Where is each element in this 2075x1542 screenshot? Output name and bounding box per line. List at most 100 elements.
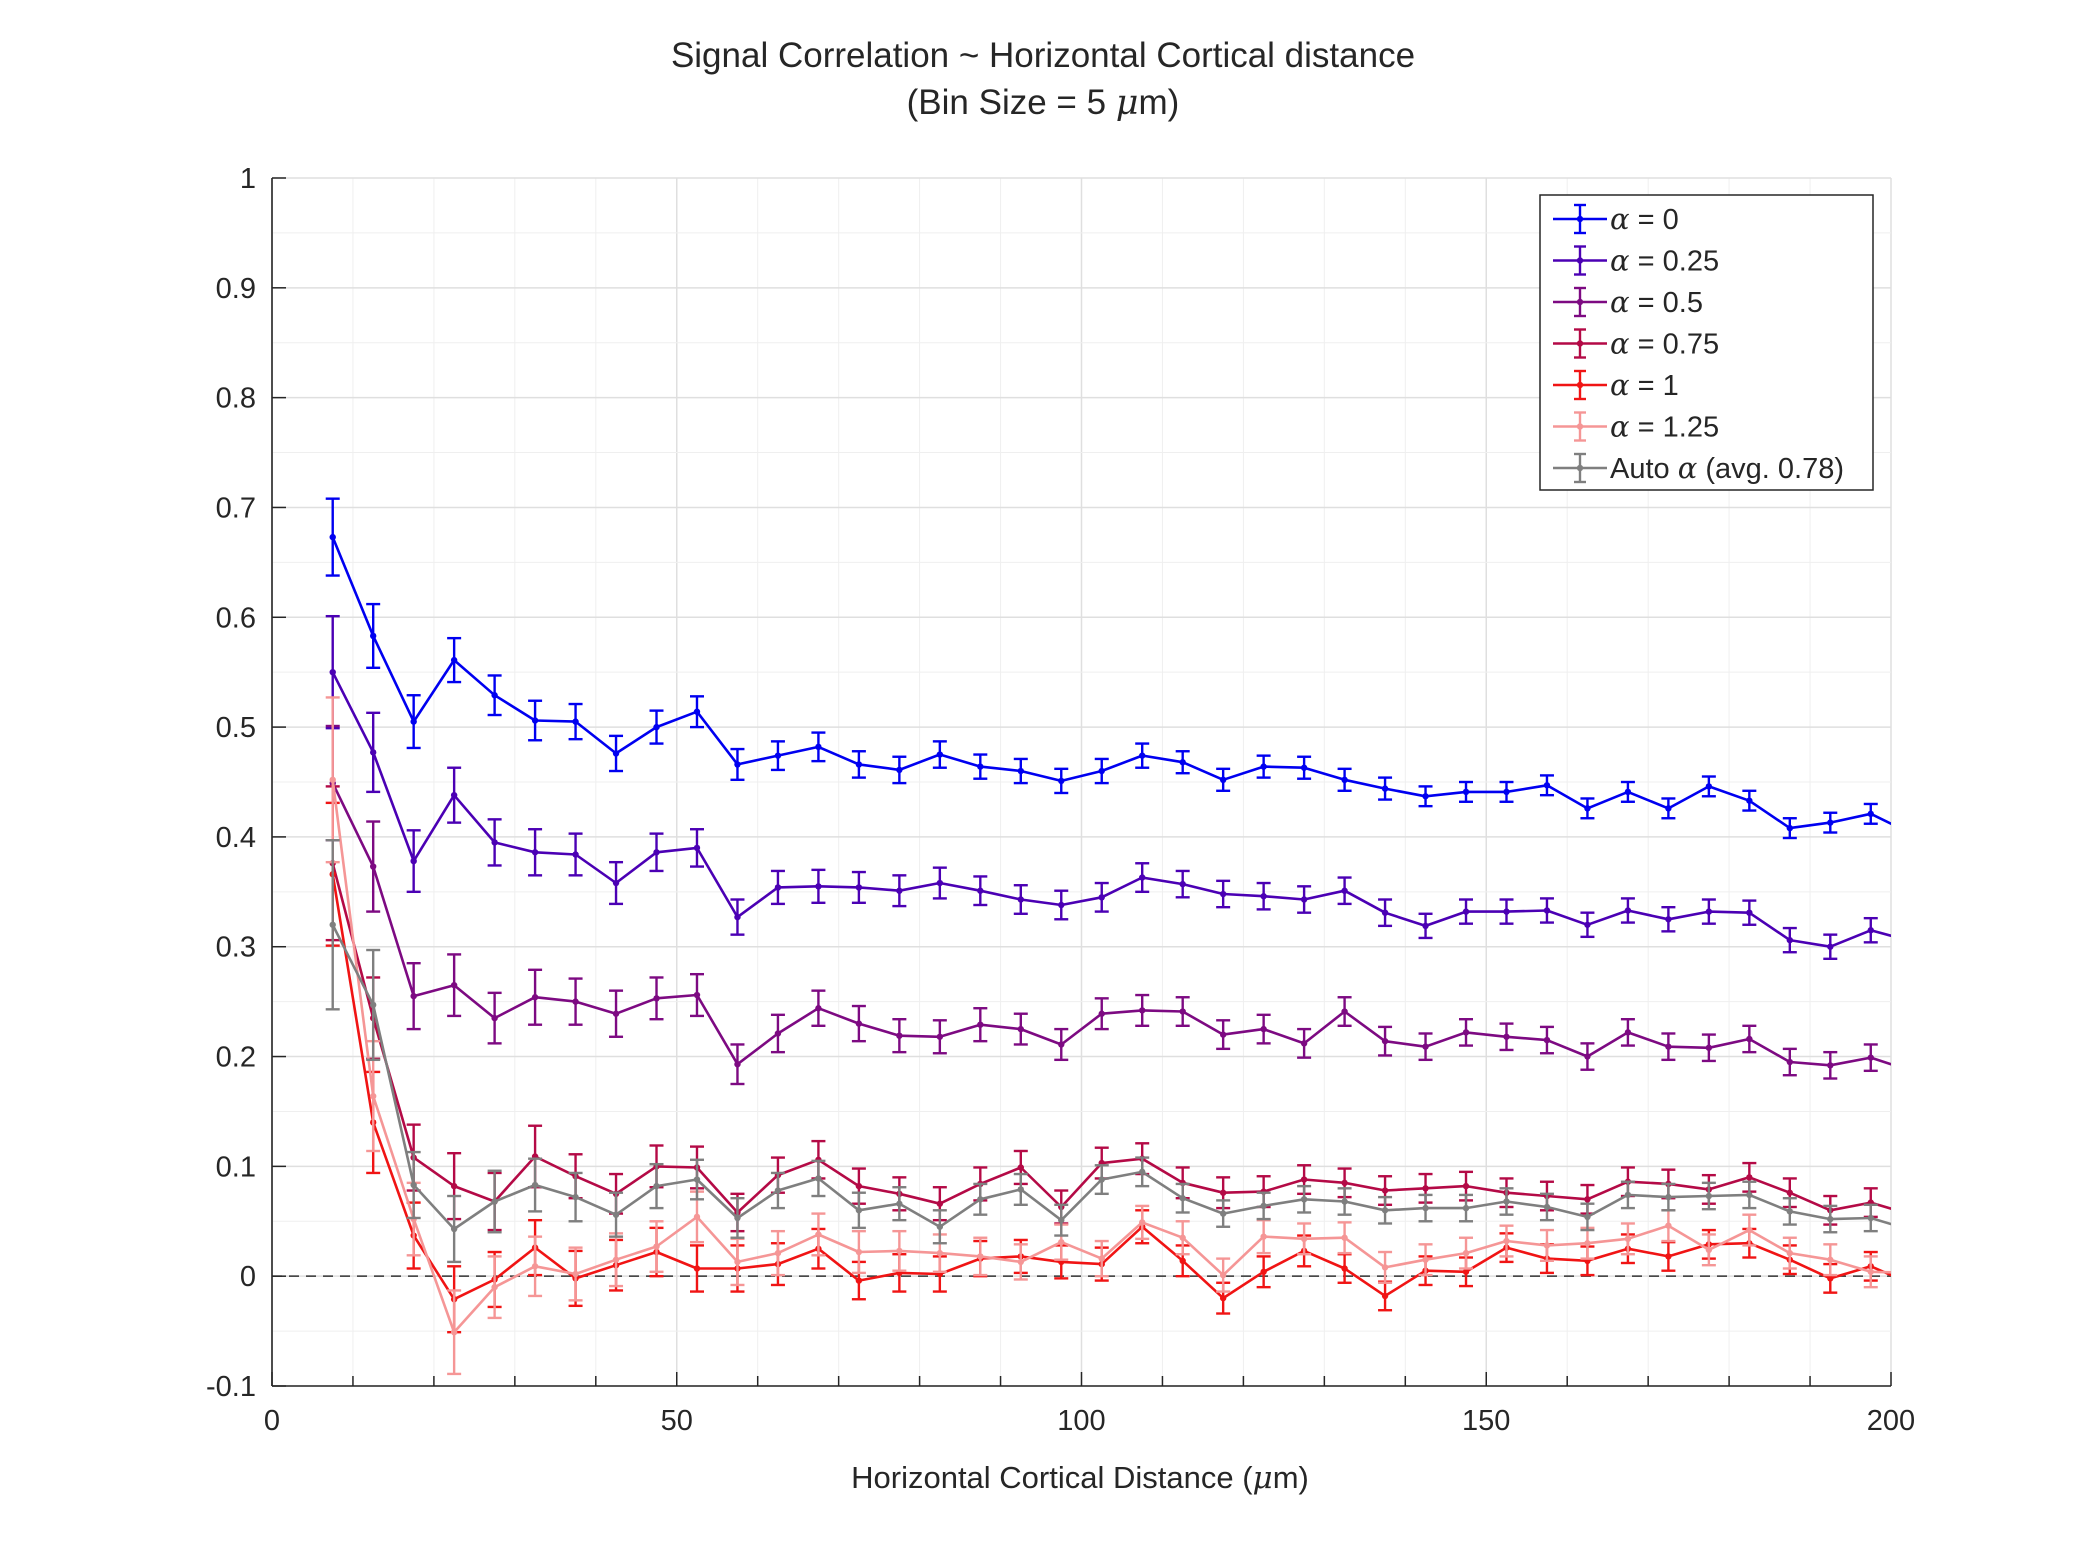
data-point (1300, 1196, 1308, 1203)
data-point (693, 708, 701, 715)
x-axis-label-text-1: Horizontal Cortical Distance ( (851, 1460, 1253, 1495)
data-point (1017, 1025, 1024, 1033)
series-line (331, 779, 1891, 1334)
x-tick-label: 200 (1867, 1405, 1915, 1437)
data-point (369, 863, 377, 870)
legend-marker (1576, 298, 1584, 306)
data-point (531, 849, 539, 856)
alpha-symbol: α (1610, 244, 1630, 278)
y-tick-label: 0 (240, 1261, 256, 1293)
data-point (329, 921, 336, 928)
data-point (1827, 819, 1834, 826)
series-group (325, 497, 1891, 1376)
data-point (1665, 1253, 1672, 1260)
data-point (1260, 1268, 1267, 1275)
data-point (1746, 1035, 1753, 1043)
data-point (410, 857, 417, 865)
data-point (531, 1181, 539, 1189)
data-point (1827, 1062, 1834, 1069)
legend-label-text: = 0 (1630, 204, 1679, 236)
data-point (1058, 777, 1065, 785)
data-point (774, 1187, 782, 1194)
data-point (1786, 824, 1794, 832)
data-point (855, 1182, 863, 1190)
data-point (1462, 788, 1470, 796)
data-point (1422, 922, 1429, 930)
data-point (1219, 1271, 1227, 1279)
data-point (1827, 1275, 1834, 1282)
data-point (1139, 752, 1146, 759)
data-point (815, 1175, 822, 1182)
data-point (1422, 1256, 1429, 1263)
data-point (1179, 1008, 1186, 1015)
data-point (369, 1092, 377, 1100)
data-point (1705, 783, 1713, 790)
x-axis-label: Horizontal Cortical Distance (μm) (851, 1460, 1309, 1496)
data-point (450, 1328, 458, 1336)
legend-marker (1576, 257, 1584, 264)
data-point (1705, 1044, 1713, 1051)
series-line (331, 671, 1891, 949)
legend-label-text: = 0.75 (1630, 329, 1720, 361)
y-tick-label: -0.1 (206, 1371, 256, 1403)
data-point (1381, 1187, 1389, 1194)
data-point (1381, 1292, 1389, 1300)
data-point (1746, 1226, 1753, 1234)
legend-marker (1576, 423, 1584, 430)
data-point (491, 1283, 498, 1291)
legend-item-6: Auto α (avg. 0.78) (1553, 451, 1844, 485)
data-point (1584, 1240, 1591, 1247)
data-point (1017, 1186, 1024, 1193)
data-point (410, 992, 417, 1000)
data-point (612, 1010, 620, 1017)
y-tick-label: 0.8 (216, 383, 256, 415)
data-point (1665, 916, 1672, 923)
legend-label-text: = 1 (1630, 370, 1679, 402)
data-point (1867, 1214, 1874, 1222)
data-point (1786, 936, 1794, 944)
data-point (1543, 1203, 1551, 1211)
tick-labels: 0 50 100 150 200-0.100.10.20.30.40.50.60.70.… (206, 163, 1915, 1437)
legend-item-0: α = 0 (1553, 202, 1679, 236)
data-point (612, 1211, 620, 1218)
legend-label: α = 0 (1610, 202, 1679, 236)
data-point (693, 1176, 701, 1183)
data-point (1017, 1164, 1024, 1171)
data-point (653, 1243, 660, 1250)
y-tick-label: 0.3 (216, 932, 256, 964)
data-point (1503, 1033, 1510, 1040)
data-point (1462, 1268, 1470, 1275)
data-point (855, 884, 863, 891)
legend-label: α = 1.25 (1610, 410, 1719, 444)
series-line (331, 862, 1891, 1214)
data-point (1665, 1222, 1672, 1229)
data-point (1381, 785, 1389, 792)
data-point (855, 1277, 863, 1284)
data-point (653, 849, 660, 856)
data-point (1462, 1029, 1470, 1036)
y-tick-label: 0.7 (216, 492, 256, 524)
data-point (329, 776, 336, 784)
legend-item-5: α = 1.25 (1553, 410, 1719, 444)
data-point (1341, 1234, 1348, 1241)
data-point (1017, 767, 1024, 775)
data-point (1705, 1246, 1713, 1254)
data-point (1139, 874, 1146, 881)
data-point (653, 723, 660, 731)
data-point (1058, 1216, 1065, 1224)
data-point (1584, 921, 1591, 928)
data-point (1584, 1196, 1591, 1203)
data-point (1179, 759, 1186, 766)
data-point (815, 1005, 822, 1012)
data-point (1827, 1256, 1834, 1263)
data-point (1300, 764, 1308, 771)
data-point (572, 1193, 579, 1201)
chart-subtitle-text-1: (Bin Size = 5 (907, 83, 1116, 122)
data-point (1867, 1268, 1874, 1275)
alpha-symbol: α (1678, 451, 1698, 485)
mu-symbol: μ (1116, 83, 1139, 123)
data-point (1867, 1054, 1874, 1061)
data-point (1786, 1189, 1794, 1196)
data-point (896, 766, 903, 774)
